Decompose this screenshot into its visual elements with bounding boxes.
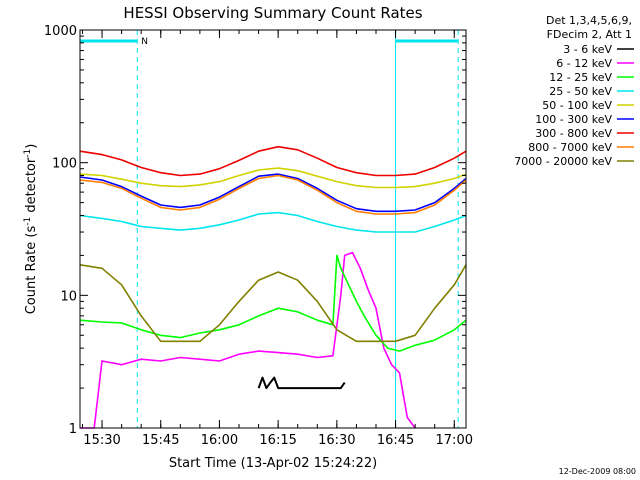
y-axis-label: Count Rate (s-1 detector-1)	[23, 144, 39, 315]
series-line-5	[79, 167, 467, 189]
x-tick-label: 16:45	[377, 433, 414, 448]
x-tick-label: 16:30	[318, 433, 355, 448]
x-tick-label: 17:00	[436, 433, 473, 448]
legend-entry-label-9: 7000 - 20000 keV	[514, 155, 612, 168]
x-axis-label: Start Time (13-Apr-02 15:24:22)	[169, 456, 377, 471]
legend-entry-label-2: 6 - 12 keV	[556, 57, 612, 70]
legend-header-line-2: FDecim 2, Att 1	[547, 28, 632, 41]
x-tick-label: 16:00	[201, 433, 238, 448]
x-tick-label: 15:45	[142, 433, 179, 448]
chart-title: HESSI Observing Summary Count Rates	[123, 4, 422, 22]
y-tick-label: 10	[60, 289, 77, 304]
night-label: N	[141, 37, 148, 47]
x-tick-label: 16:15	[259, 433, 296, 448]
y-tick-label: 1000	[44, 24, 77, 39]
legend-header-line-1: Det 1,3,4,5,6,9,	[546, 14, 632, 27]
series-line-3	[79, 254, 467, 352]
series-line-1	[257, 376, 346, 390]
legend: Det 1,3,4,5,6,9, FDecim 2, Att 1 3 - 6 k…	[514, 14, 634, 168]
series-line-6	[79, 173, 467, 213]
series-line-7	[79, 145, 467, 177]
series-line-4	[79, 211, 467, 233]
x-tick-label: 15:30	[83, 433, 120, 448]
plot-area: N	[79, 30, 467, 429]
y-tick-label: 100	[52, 157, 77, 172]
y-axis-ticks: 1 10 100 1000	[44, 24, 466, 437]
legend-entry-label-1: 3 - 6 keV	[563, 43, 612, 56]
legend-entry-label-5: 50 - 100 keV	[542, 99, 612, 112]
series-line-8	[79, 174, 467, 215]
plot-frame	[79, 29, 467, 429]
series-line-2	[80, 251, 416, 429]
legend-entry-label-7: 300 - 800 keV	[535, 127, 612, 140]
x-axis-ticks: 15:30 15:45 16:00 16:15 16:30 16:45 17:00	[81, 30, 473, 448]
legend-entry-label-6: 100 - 300 keV	[535, 113, 612, 126]
timestamp: 12-Dec-2009 08:00	[559, 467, 636, 476]
series-line-9	[79, 264, 467, 343]
legend-entry-label-3: 12 - 25 keV	[549, 71, 612, 84]
legend-entry-label-4: 25 - 50 keV	[549, 85, 612, 98]
legend-entry-label-8: 800 - 7000 keV	[528, 141, 612, 154]
y-tick-label: 1	[69, 422, 77, 437]
